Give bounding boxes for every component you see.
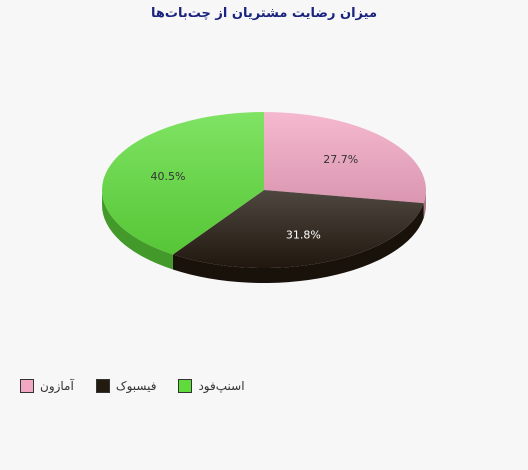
pie-slice-2[interactable]: [172, 190, 424, 269]
pie-3d-sides: [102, 190, 426, 284]
chart-title: میزان رضایت مشتریان از چت‌بات‌ها: [151, 6, 377, 21]
pie-data-labels: 27.7% 31.8% 40.5%: [151, 153, 359, 242]
legend-swatch: [95, 379, 110, 393]
pie-slice-3[interactable]: [101, 112, 264, 255]
pie-data-label-2: 31.8%: [286, 229, 321, 242]
legend-swatch: [20, 379, 34, 393]
pie-data-label-3: 40.5%: [151, 170, 186, 183]
pie-slice-1[interactable]: [264, 112, 426, 204]
legend-label: فیسبوک: [115, 379, 157, 393]
legend-item-1[interactable]: آمازون: [20, 379, 74, 393]
legend-label: آمازون: [40, 379, 74, 393]
legend-label: اسنپ‌فود: [198, 379, 245, 393]
legend-swatch: [178, 379, 193, 393]
legend-item-3[interactable]: اسنپ‌فود: [178, 379, 245, 393]
legend-item-2[interactable]: فیسبوک: [95, 379, 157, 393]
pie-slices: [101, 112, 426, 269]
pie-slice-side-1: [423, 190, 426, 219]
pie-slice-side-3: [102, 190, 173, 270]
pie-slice-side-2: [172, 203, 424, 284]
chart-legend: آمازون فیسبوک اسنپ‌فود: [20, 376, 267, 396]
pie-data-label-1: 27.7%: [323, 153, 358, 166]
